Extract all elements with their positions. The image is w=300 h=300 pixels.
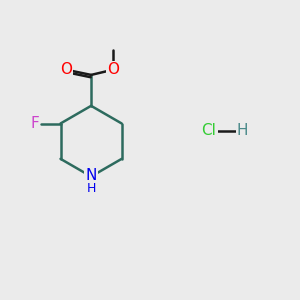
Text: O: O <box>107 62 119 77</box>
Text: O: O <box>60 62 72 77</box>
Text: Cl: Cl <box>202 123 216 138</box>
Text: F: F <box>31 116 39 131</box>
Text: H: H <box>237 123 248 138</box>
Text: H: H <box>86 182 96 195</box>
Text: N: N <box>85 167 97 182</box>
